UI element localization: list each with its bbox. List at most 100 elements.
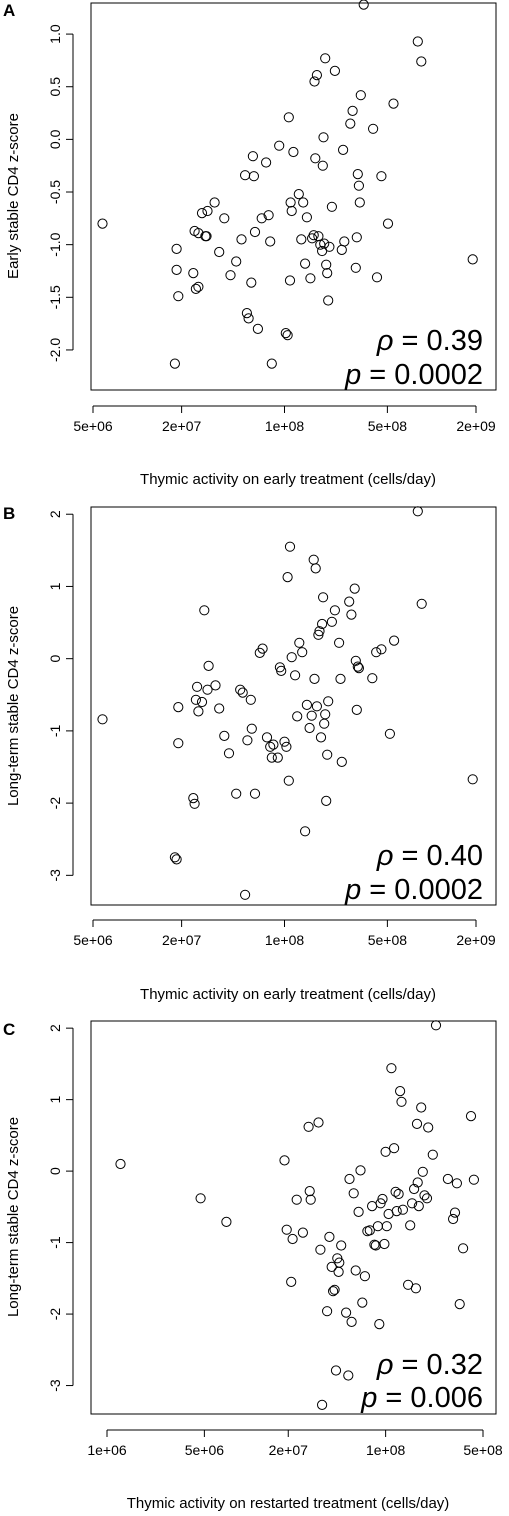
panel-a: A 5e+06 2e+07 1e+08 5e+08 2e+09 -2.0 -1.5 -1.0 -… xyxy=(3,0,497,488)
panel-b-letter: B xyxy=(3,504,15,523)
x-tick-label: 5e+08 xyxy=(368,932,408,948)
data-point xyxy=(352,661,363,672)
data-point xyxy=(303,1121,314,1132)
data-point xyxy=(252,323,263,334)
data-point xyxy=(382,218,394,229)
data-point xyxy=(467,774,478,785)
data-point xyxy=(311,701,322,712)
data-point xyxy=(193,281,204,292)
data-point xyxy=(318,592,329,603)
panel-b-points xyxy=(97,506,478,900)
data-point xyxy=(346,1316,357,1328)
data-point xyxy=(171,243,182,254)
data-point xyxy=(393,1188,404,1200)
data-point xyxy=(236,234,247,245)
data-point xyxy=(336,1240,347,1251)
data-point xyxy=(322,268,333,279)
data-point xyxy=(286,1276,297,1288)
data-point xyxy=(320,709,331,720)
y-tick-label: 1 xyxy=(47,1096,63,1104)
data-point xyxy=(293,189,304,200)
data-point xyxy=(241,308,252,319)
data-point xyxy=(350,655,361,666)
data-point xyxy=(210,680,221,691)
data-point xyxy=(369,1239,380,1250)
data-point xyxy=(364,1225,375,1236)
data-point xyxy=(201,231,212,242)
data-point xyxy=(396,1096,407,1107)
data-point xyxy=(329,65,340,77)
data-point xyxy=(193,706,204,717)
panel-c-letter: C xyxy=(3,1020,15,1039)
data-point xyxy=(449,1207,461,1218)
data-point xyxy=(249,788,261,799)
data-point xyxy=(321,795,332,807)
data-point xyxy=(451,1178,462,1189)
x-tick-label: 1e+08 xyxy=(265,932,305,948)
data-point xyxy=(333,1266,344,1278)
data-point xyxy=(173,738,184,749)
data-point xyxy=(261,732,273,743)
data-point xyxy=(371,272,383,283)
data-point xyxy=(388,98,399,109)
data-point xyxy=(300,826,311,837)
data-point xyxy=(319,718,330,729)
panel-b-rho-stat: ρ = 0.40 xyxy=(376,840,483,872)
data-point xyxy=(257,643,268,654)
data-point xyxy=(287,1233,298,1245)
data-point xyxy=(301,699,312,711)
x-tick-label: 2e+07 xyxy=(162,418,202,434)
panel-a-axes: 5e+06 2e+07 1e+08 5e+08 2e+09 -2.0 -1.5 -1.0 -0.… xyxy=(47,24,496,434)
data-point xyxy=(421,1193,433,1204)
data-point xyxy=(329,1284,340,1295)
data-point xyxy=(209,197,220,208)
data-point xyxy=(169,358,180,369)
data-point xyxy=(343,1370,354,1381)
data-point xyxy=(97,714,108,725)
y-tick-label: 0.5 xyxy=(47,77,63,97)
data-point xyxy=(357,1297,368,1308)
data-point xyxy=(371,647,382,658)
data-point xyxy=(97,218,108,229)
data-point xyxy=(350,262,361,273)
data-point xyxy=(335,673,346,685)
y-tick-label: -1 xyxy=(47,724,63,737)
data-point xyxy=(314,626,325,637)
panel-b-x-axis-title: Thymic activity on early treatment (cell… xyxy=(140,986,436,1003)
data-point xyxy=(310,563,321,574)
y-tick-label: -3 xyxy=(47,1379,63,1392)
panel-a-rho-value: 0.39 xyxy=(427,325,483,357)
data-point xyxy=(284,541,296,552)
panel-a-y-axis-title: Early stable CD4 z-score xyxy=(5,113,22,279)
data-point xyxy=(322,749,333,760)
data-point xyxy=(307,233,318,244)
data-point xyxy=(344,1173,355,1185)
data-point xyxy=(410,1283,421,1294)
data-point xyxy=(237,687,248,698)
data-point xyxy=(317,160,328,171)
panel-c-y-axis-title: Long-term stable CD4 z-score xyxy=(5,1117,22,1317)
panel-a-p-value: 0.0002 xyxy=(394,359,483,391)
y-tick-label: 2 xyxy=(47,510,63,518)
data-point xyxy=(249,226,261,238)
data-point xyxy=(326,201,337,212)
data-point xyxy=(261,157,272,168)
data-point xyxy=(380,1146,391,1157)
data-point xyxy=(345,118,356,129)
data-point xyxy=(282,330,293,341)
data-point xyxy=(195,1193,206,1204)
data-point xyxy=(416,1102,427,1113)
data-point xyxy=(281,1224,292,1235)
data-point xyxy=(354,197,365,208)
x-tick-label: 1e+08 xyxy=(265,418,305,434)
panel-b-y-axis-title: Long-term stable CD4 z-score xyxy=(5,606,22,806)
data-point xyxy=(359,1271,370,1282)
data-point xyxy=(334,1257,345,1268)
data-point xyxy=(306,710,317,721)
data-point xyxy=(344,596,355,607)
data-point xyxy=(246,723,257,734)
data-point xyxy=(409,1183,420,1195)
data-point xyxy=(199,605,210,616)
data-point xyxy=(297,1227,308,1238)
data-point xyxy=(319,238,330,249)
